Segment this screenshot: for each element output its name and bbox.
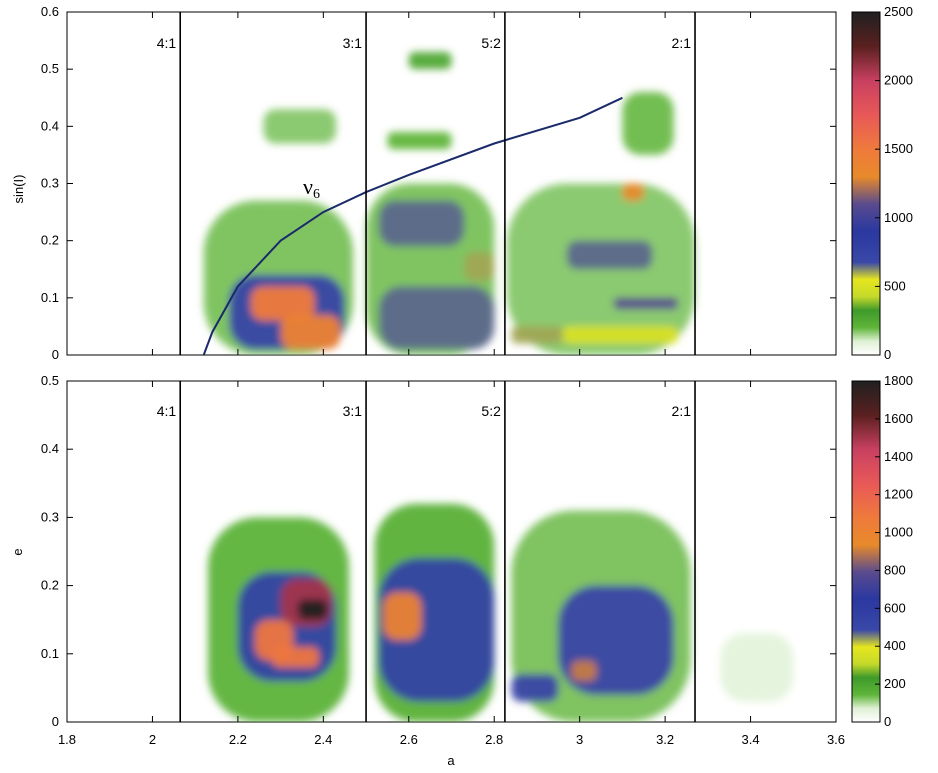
top-colorbar-tick-label: 1500 <box>884 141 913 156</box>
top-ytick-label: 0.6 <box>41 4 59 19</box>
bottom-density-blob <box>297 599 328 620</box>
bottom-ytick-label: 0 <box>52 714 59 729</box>
bottom-ytick-label: 0.4 <box>41 441 59 456</box>
top-density-map <box>203 52 695 355</box>
top-ytick-label: 0.5 <box>41 61 59 76</box>
top-density-blob <box>622 183 644 201</box>
top-density-blob <box>562 326 678 344</box>
bottom-ylabel: e <box>10 548 25 555</box>
top-density-blob <box>613 297 678 310</box>
top-ytick-label: 0 <box>52 347 59 362</box>
top-density-blob <box>464 252 495 281</box>
bottom-axis-ticks: 0 0.1 0.2 0.3 0.4 0.5 1.8 2 2.2 2.4 2.6 2.8 3 3.2 3.4 3… <box>41 373 845 747</box>
bottom-ytick-label: 0.2 <box>41 578 59 593</box>
bottom-colorbar-bar <box>851 380 881 723</box>
bottom-density-blob <box>383 592 422 641</box>
top-density-blob <box>622 92 674 155</box>
bottom-xtick-label: 3.4 <box>742 732 760 747</box>
bottom-colorbar-ticks: 0 200 400 600 800 1000 1200 1400 1600 1800 <box>875 373 913 729</box>
top-colorbar-tick-label: 2000 <box>884 73 913 88</box>
top-resonance-label: 4:1 <box>157 35 177 51</box>
bottom-resonance-label: 4:1 <box>157 403 177 419</box>
bottom-density-blob <box>272 647 320 668</box>
bottom-xtick-label: 2.2 <box>229 732 247 747</box>
bottom-resonance-label: 2:1 <box>672 403 692 419</box>
bottom-xtick-label: 3.2 <box>656 732 674 747</box>
bottom-xlabel: a <box>447 753 455 768</box>
bottom-ytick-label: 0.5 <box>41 373 59 388</box>
bottom-xtick-label: 3.6 <box>827 732 845 747</box>
top-density-blob <box>378 286 495 350</box>
nu6-curve-group <box>202 96 623 355</box>
top-ytick-label: 0.3 <box>41 176 59 191</box>
nu6-curve <box>202 96 623 355</box>
top-ylabel: sin(I) <box>11 175 26 204</box>
top-colorbar-tick-label: 2500 <box>884 4 913 19</box>
top-density-blob <box>280 315 341 350</box>
bottom-colorbar-tick-label: 200 <box>884 676 906 691</box>
bottom-xtick-label: 2 <box>149 732 156 747</box>
top-resonance-label: 5:2 <box>481 35 501 51</box>
bottom-xtick-label: 2.6 <box>400 732 418 747</box>
top-ytick-label: 0.1 <box>41 290 59 305</box>
bottom-colorbar-tick-label: 0 <box>884 714 891 729</box>
top-resonance-label: 2:1 <box>672 35 692 51</box>
bottom-colorbar-tick-label: 800 <box>884 562 906 577</box>
top-colorbar-tick-label: 500 <box>884 278 906 293</box>
bottom-colorbar-tick-label: 1800 <box>884 373 913 388</box>
top-density-blob <box>263 109 337 144</box>
bottom-xtick-label: 1.8 <box>58 732 76 747</box>
top-density-blob <box>408 52 452 70</box>
bottom-density-blob <box>571 660 597 682</box>
bottom-xtick-label: 3 <box>576 732 583 747</box>
bottom-colorbar-tick-label: 1400 <box>884 449 913 464</box>
bottom-xtick-label: 2.8 <box>485 732 503 747</box>
top-colorbar-tick-label: 0 <box>884 347 891 362</box>
top-ytick-label: 0.2 <box>41 233 59 248</box>
bottom-density-blob <box>511 674 559 702</box>
nu6-annotation: ν6 <box>303 174 320 202</box>
bottom-resonance-lines: 4:1 3:1 5:2 2:1 <box>157 381 696 722</box>
bottom-resonance-label: 5:2 <box>481 403 501 419</box>
top-colorbar-bar <box>851 11 881 356</box>
bottom-resonance-label: 3:1 <box>343 403 363 419</box>
bottom-ytick-label: 0.3 <box>41 509 59 524</box>
top-axis-ticks: 0 0.1 0.2 0.3 0.4 0.5 0.6 <box>41 4 837 362</box>
bottom-colorbar-tick-label: 1200 <box>884 487 913 502</box>
top-colorbar: 0 500 1000 1500 2000 2500 <box>851 4 913 362</box>
bottom-colorbar-tick-label: 600 <box>884 600 906 615</box>
top-ytick-label: 0.4 <box>41 118 59 133</box>
top-colorbar-ticks: 0 500 1000 1500 2000 2500 <box>875 4 913 362</box>
top-colorbar-tick-label: 1000 <box>884 210 913 225</box>
top-density-blob <box>378 200 465 247</box>
bottom-colorbar-tick-label: 1600 <box>884 411 913 426</box>
bottom-colorbar-tick-label: 1000 <box>884 525 913 540</box>
bottom-density-map <box>208 503 794 722</box>
top-panel-plot: 4:1 3:1 5:2 2:1 0 0.1 0.2 0.3 0.4 0.5 0.6 ν6 sin(… <box>11 4 837 362</box>
bottom-ytick-label: 0.1 <box>41 646 59 661</box>
bottom-colorbar-tick-label: 400 <box>884 638 906 653</box>
top-resonance-lines: 4:1 3:1 5:2 2:1 <box>157 12 696 355</box>
top-density-blob <box>387 132 452 150</box>
top-resonance-label: 3:1 <box>343 35 363 51</box>
bottom-density-blob <box>720 633 794 702</box>
top-density-blob <box>566 240 653 270</box>
bottom-xtick-label: 2.4 <box>314 732 332 747</box>
top-density-blob <box>511 326 563 344</box>
bottom-panel-plot: 4:1 3:1 5:2 2:1 0 0.1 0.2 0.3 0.4 0.5 1.8 2 2.2 2.4 2… <box>10 373 845 768</box>
bottom-colorbar: 0 200 400 600 800 1000 1200 1400 1600 1800 <box>851 373 913 729</box>
top-density-blob <box>250 286 315 321</box>
